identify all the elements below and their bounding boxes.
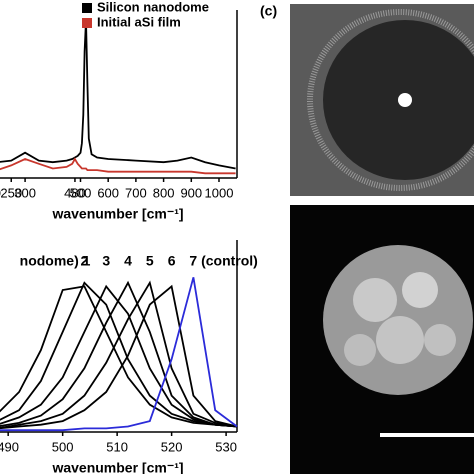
x-tick-label: 530 — [215, 439, 237, 454]
x-tick-label: 250 — [0, 185, 22, 200]
grain — [376, 316, 424, 364]
legend-label: Silicon nanodome — [97, 0, 209, 14]
series-label: nodome) 1 — [20, 253, 91, 269]
grain — [353, 278, 397, 322]
series-line — [0, 280, 238, 428]
x-tick-label: 500 — [70, 185, 92, 200]
series-line — [0, 284, 238, 430]
grain — [344, 334, 376, 366]
series-line — [0, 277, 238, 432]
x-tick-label: 700 — [125, 185, 147, 200]
series-line — [0, 284, 238, 428]
x-tick-label: 900 — [180, 185, 202, 200]
scale-bar — [380, 433, 474, 437]
x-tick-label: 500 — [52, 439, 74, 454]
x-tick-label: 300 — [14, 185, 36, 200]
x-tick-label: 510 — [106, 439, 128, 454]
legend-swatch — [82, 3, 92, 13]
x-tick-label: 520 — [161, 439, 183, 454]
dot — [398, 93, 412, 107]
panel-label: (c) — [260, 3, 277, 19]
series-label: 7 (control) — [189, 253, 257, 269]
grain — [402, 272, 438, 308]
x-tick-label: 800 — [153, 185, 175, 200]
legend-swatch — [82, 18, 92, 28]
series-line — [0, 280, 238, 429]
series-label: 6 — [168, 253, 176, 269]
x-tick-label: 480 — [64, 185, 86, 200]
legend-label: Initial aSi film — [97, 14, 181, 29]
series-label: 5 — [146, 253, 154, 269]
series-label: 2 — [81, 253, 89, 269]
series-line — [0, 285, 238, 428]
x-tick-label: 600 — [97, 185, 119, 200]
micrographs: (c) — [260, 3, 474, 474]
x-tick-label: 1000 — [205, 185, 234, 200]
series-label: 3 — [102, 253, 110, 269]
x-axis-label: wavenumber [cm⁻¹] — [51, 206, 183, 222]
grain — [424, 324, 456, 356]
series-line — [0, 157, 236, 175]
x-axis-label: wavenumber [cm⁻¹] — [51, 460, 183, 474]
x-tick-label: 0 — [0, 185, 1, 200]
x-tick-label: 490 — [0, 439, 19, 454]
series-line — [0, 281, 238, 428]
series-label: 4 — [124, 253, 132, 269]
series-line — [0, 19, 236, 170]
